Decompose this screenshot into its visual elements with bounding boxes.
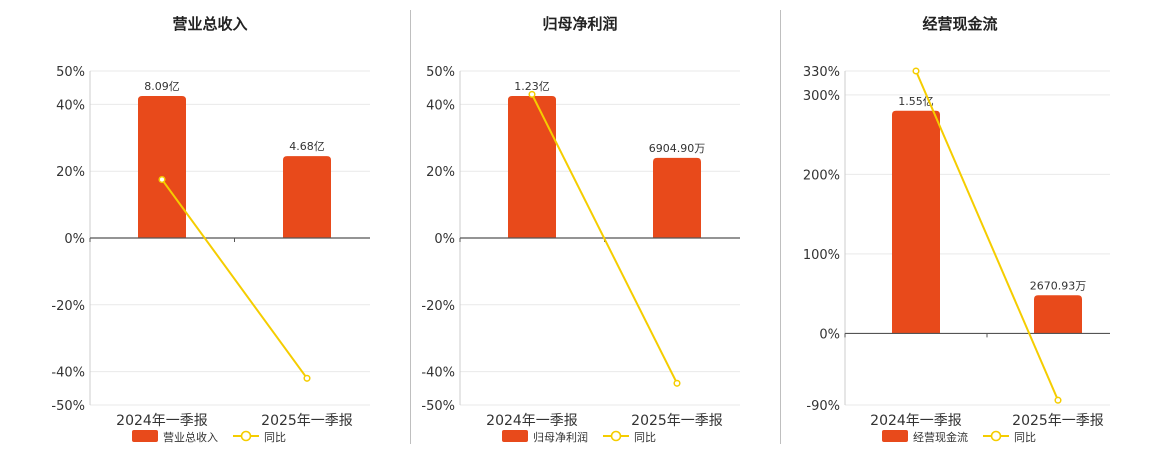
bar-data-label: 1.55亿 <box>898 95 934 108</box>
y-tick-label: -40% <box>421 366 455 381</box>
y-tick-label: 100% <box>803 248 840 263</box>
yoy-line <box>915 70 1059 401</box>
y-tick-label: 40% <box>426 98 455 113</box>
legend-line-marker <box>240 430 252 442</box>
legend-bar-swatch <box>132 430 158 442</box>
y-tick-label: -90% <box>806 399 840 414</box>
chart-net-profit: 归母净利润 50% 40% 20% 0% -20% -40% -50% 1.23亿 6904.90… <box>421 15 751 444</box>
legend-bar-label: 归母净利润 <box>533 430 588 444</box>
x-category-label: 2025年一季报 <box>1012 413 1104 429</box>
x-category-label: 2025年一季报 <box>261 413 353 429</box>
x-category-label: 2024年一季报 <box>486 413 578 429</box>
legend-line-label: 同比 <box>264 431 286 444</box>
panel-divider <box>410 10 411 444</box>
y-tick-label: -20% <box>51 299 85 314</box>
x-category-label: 2025年一季报 <box>631 413 723 429</box>
y-tick-label: 200% <box>803 168 840 183</box>
yoy-point <box>673 379 681 387</box>
chart-title: 归母净利润 <box>542 15 617 33</box>
x-category-label: 2024年一季报 <box>116 413 208 429</box>
legend-line-label: 同比 <box>1014 431 1036 444</box>
bar <box>653 157 701 238</box>
y-tick-label: 50% <box>56 65 85 80</box>
y-tick-label: -40% <box>51 366 85 381</box>
chart-title: 营业总收入 <box>172 15 247 33</box>
yoy-point <box>1054 396 1062 404</box>
bar <box>1034 295 1082 334</box>
yoy-point <box>303 374 311 382</box>
legend-bar-label: 营业总收入 <box>163 430 218 444</box>
panel-divider <box>780 10 781 444</box>
legend-bar-swatch <box>502 430 528 442</box>
chart-panel-net-profit: 归母净利润 50% 40% 20% 0% -20% -40% -50% 1.23亿 6904.90… <box>370 0 751 450</box>
bar <box>508 96 556 238</box>
y-tick-label: -50% <box>421 399 455 414</box>
bar-data-label: 4.68亿 <box>289 140 325 153</box>
bar-data-label: 1.23亿 <box>514 80 550 93</box>
chart-panel-operating-cash-flow: 经营现金流 330% 300% 200% 100% 0% -90% 1.55亿 2670.93万… <box>740 0 1131 450</box>
x-category-label: 2024年一季报 <box>870 413 962 429</box>
y-tick-label: 50% <box>426 65 455 80</box>
y-tick-label: 0% <box>819 327 840 342</box>
y-tick-label: 0% <box>64 232 85 247</box>
legend-line-marker <box>990 430 1002 442</box>
legend-line-marker <box>610 430 622 442</box>
bar-data-label: 2670.93万 <box>1030 279 1087 292</box>
y-tick-label: -50% <box>51 399 85 414</box>
y-tick-label: 0% <box>434 232 455 247</box>
bar <box>138 96 186 238</box>
chart-operating-cash-flow: 经营现金流 330% 300% 200% 100% 0% -90% 1.55亿 2670.93万… <box>803 15 1131 444</box>
chart-panel-revenue: 营业总收入 50% 40% 20% 0% -20% -40% -50% 8.09亿 4.68亿 20… <box>0 0 381 450</box>
bar-data-label: 6904.90万 <box>649 142 706 155</box>
legend-line-label: 同比 <box>634 431 656 444</box>
legend-bar-label: 经营现金流 <box>913 430 968 444</box>
y-tick-label: 40% <box>56 98 85 113</box>
y-tick-label: 20% <box>426 165 455 180</box>
bar <box>892 110 940 334</box>
yoy-line <box>161 178 308 379</box>
bar-data-label: 8.09亿 <box>144 80 180 93</box>
y-tick-label: 20% <box>56 165 85 180</box>
y-tick-label: -20% <box>421 299 455 314</box>
yoy-point <box>528 90 536 98</box>
yoy-line <box>531 93 678 384</box>
legend-bar-swatch <box>882 430 908 442</box>
y-tick-label: 330% <box>803 65 840 80</box>
y-tick-label: 300% <box>803 89 840 104</box>
yoy-point <box>912 67 920 75</box>
chart-title: 经营现金流 <box>922 15 997 33</box>
chart-revenue: 营业总收入 50% 40% 20% 0% -20% -40% -50% 8.09亿 4.68亿 20… <box>51 15 381 444</box>
yoy-point <box>158 176 166 184</box>
bar <box>283 156 331 238</box>
